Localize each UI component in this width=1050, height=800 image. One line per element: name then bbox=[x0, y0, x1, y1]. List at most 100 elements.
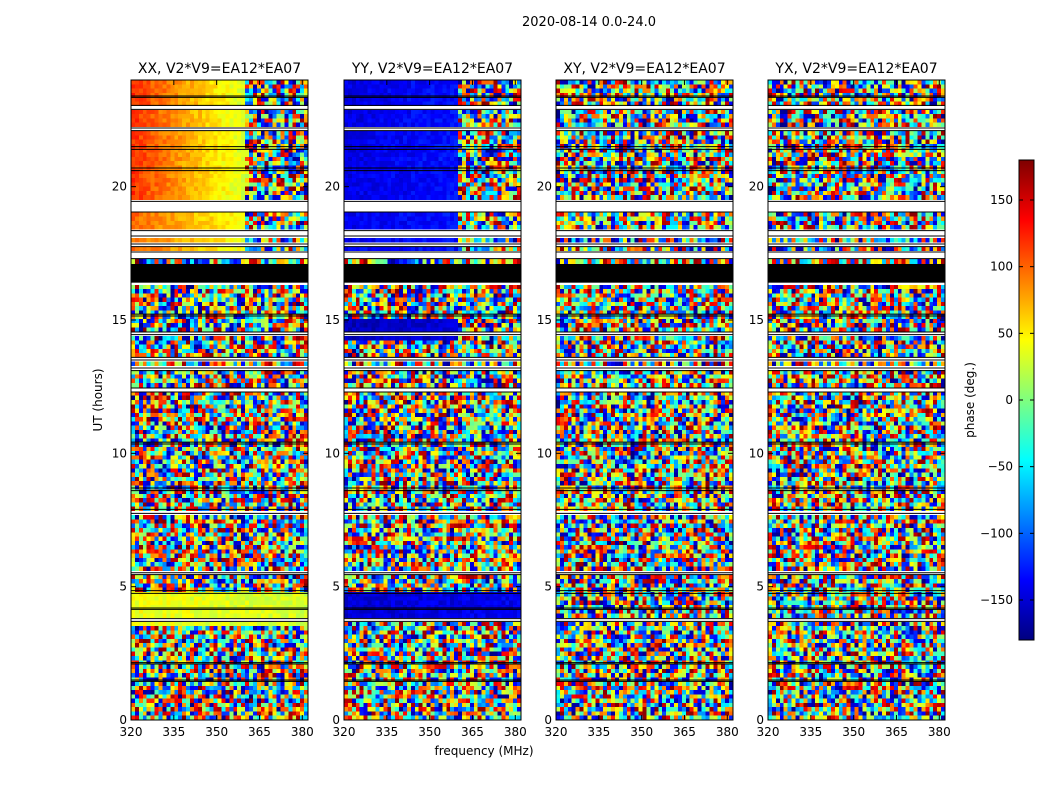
heatmap-cell bbox=[155, 131, 159, 136]
heatmap-cell bbox=[241, 123, 245, 128]
heatmap-cell bbox=[265, 157, 269, 162]
heatmap-cell bbox=[202, 302, 206, 307]
heatmap-cell bbox=[253, 135, 257, 140]
heatmap-cell bbox=[202, 212, 206, 217]
heatmap-cell bbox=[186, 135, 190, 140]
heatmap-cell bbox=[225, 123, 229, 128]
heatmap-cell bbox=[155, 285, 159, 290]
heatmap-cell bbox=[296, 182, 300, 187]
heatmap-cell bbox=[135, 178, 139, 183]
heatmap-cell bbox=[135, 221, 139, 226]
heatmap-cell bbox=[284, 93, 288, 98]
heatmap-cell bbox=[245, 195, 249, 200]
heatmap-cell bbox=[269, 178, 273, 183]
heatmap-cell bbox=[237, 259, 241, 264]
heatmap-cell bbox=[174, 191, 178, 196]
heatmap-cell bbox=[241, 191, 245, 196]
heatmap-cell bbox=[292, 182, 296, 187]
heatmap-cell bbox=[273, 161, 277, 166]
heatmap-cell bbox=[265, 212, 269, 217]
heatmap-cell bbox=[284, 89, 288, 94]
heatmap-cell bbox=[143, 135, 147, 140]
heatmap-cell bbox=[139, 238, 143, 243]
heatmap-cell bbox=[166, 315, 170, 320]
heatmap-cell bbox=[218, 93, 222, 98]
heatmap-cell bbox=[221, 221, 225, 226]
heatmap-cell bbox=[194, 187, 198, 192]
heatmap-cell bbox=[135, 135, 139, 140]
heatmap-cell bbox=[214, 195, 218, 200]
heatmap-cell bbox=[162, 195, 166, 200]
heatmap-cell bbox=[194, 225, 198, 230]
heatmap-cell bbox=[292, 238, 296, 243]
heatmap-cell bbox=[182, 182, 186, 187]
heatmap-cell bbox=[292, 298, 296, 303]
heatmap-cell bbox=[253, 153, 257, 158]
heatmap-cell bbox=[241, 131, 245, 136]
heatmap-cell bbox=[198, 140, 202, 145]
heatmap-cell bbox=[245, 225, 249, 230]
heatmap-cell bbox=[151, 123, 155, 128]
heatmap-cell bbox=[194, 114, 198, 119]
heatmap-cell bbox=[296, 238, 300, 243]
heatmap-cell bbox=[186, 259, 190, 264]
heatmap-cell bbox=[159, 110, 163, 115]
heatmap-cell bbox=[257, 225, 261, 230]
heatmap-cell bbox=[139, 174, 143, 179]
heatmap-cell bbox=[186, 80, 190, 85]
heatmap-cell bbox=[135, 140, 139, 145]
heatmap-cell bbox=[233, 293, 237, 298]
heatmap-cell bbox=[166, 89, 170, 94]
heatmap-cell bbox=[131, 80, 135, 85]
heatmap-cell bbox=[233, 315, 237, 320]
heatmap-cell bbox=[237, 157, 241, 162]
heatmap-cell bbox=[206, 131, 210, 136]
heatmap-cell bbox=[221, 238, 225, 243]
heatmap-cell bbox=[269, 289, 273, 294]
heatmap-cell bbox=[284, 315, 288, 320]
heatmap-cell bbox=[194, 161, 198, 166]
heatmap-cell bbox=[162, 285, 166, 290]
heatmap-cell bbox=[300, 289, 304, 294]
heatmap-cell bbox=[182, 140, 186, 145]
heatmap-cell bbox=[194, 140, 198, 145]
heatmap-cell bbox=[162, 302, 166, 307]
heatmap-cell bbox=[245, 221, 249, 226]
heatmap-cell bbox=[210, 212, 214, 217]
heatmap-cell bbox=[206, 89, 210, 94]
heatmap-cell bbox=[218, 306, 222, 311]
heatmap-cell bbox=[229, 225, 233, 230]
heatmap-cell bbox=[257, 221, 261, 226]
heatmap-cell bbox=[162, 212, 166, 217]
heatmap-cell bbox=[214, 89, 218, 94]
heatmap-cell bbox=[265, 293, 269, 298]
heatmap-cell bbox=[162, 174, 166, 179]
heatmap-cell bbox=[241, 315, 245, 320]
heatmap-cell bbox=[284, 298, 288, 303]
heatmap-cell bbox=[265, 84, 269, 89]
heatmap-cell bbox=[280, 80, 284, 85]
heatmap-cell bbox=[186, 187, 190, 192]
heatmap-cell bbox=[261, 289, 265, 294]
heatmap-cell bbox=[245, 178, 249, 183]
heatmap-cell bbox=[147, 84, 151, 89]
heatmap-cell bbox=[269, 161, 273, 166]
heatmap-cell bbox=[178, 135, 182, 140]
heatmap-cell bbox=[292, 217, 296, 222]
heatmap-cell bbox=[241, 302, 245, 307]
heatmap-cell bbox=[296, 225, 300, 230]
heatmap-cell bbox=[194, 118, 198, 123]
heatmap-cell bbox=[288, 306, 292, 311]
heatmap-cell bbox=[249, 315, 253, 320]
heatmap-cell bbox=[273, 89, 277, 94]
heatmap-cell bbox=[178, 123, 182, 128]
heatmap-cell bbox=[135, 89, 139, 94]
heatmap-cell bbox=[273, 238, 277, 243]
heatmap-cell bbox=[237, 315, 241, 320]
heatmap-cell bbox=[159, 182, 163, 187]
heatmap-cell bbox=[245, 135, 249, 140]
heatmap-cell bbox=[249, 93, 253, 98]
heatmap-cell bbox=[166, 93, 170, 98]
heatmap-cell bbox=[210, 225, 214, 230]
heatmap-cell bbox=[151, 174, 155, 179]
